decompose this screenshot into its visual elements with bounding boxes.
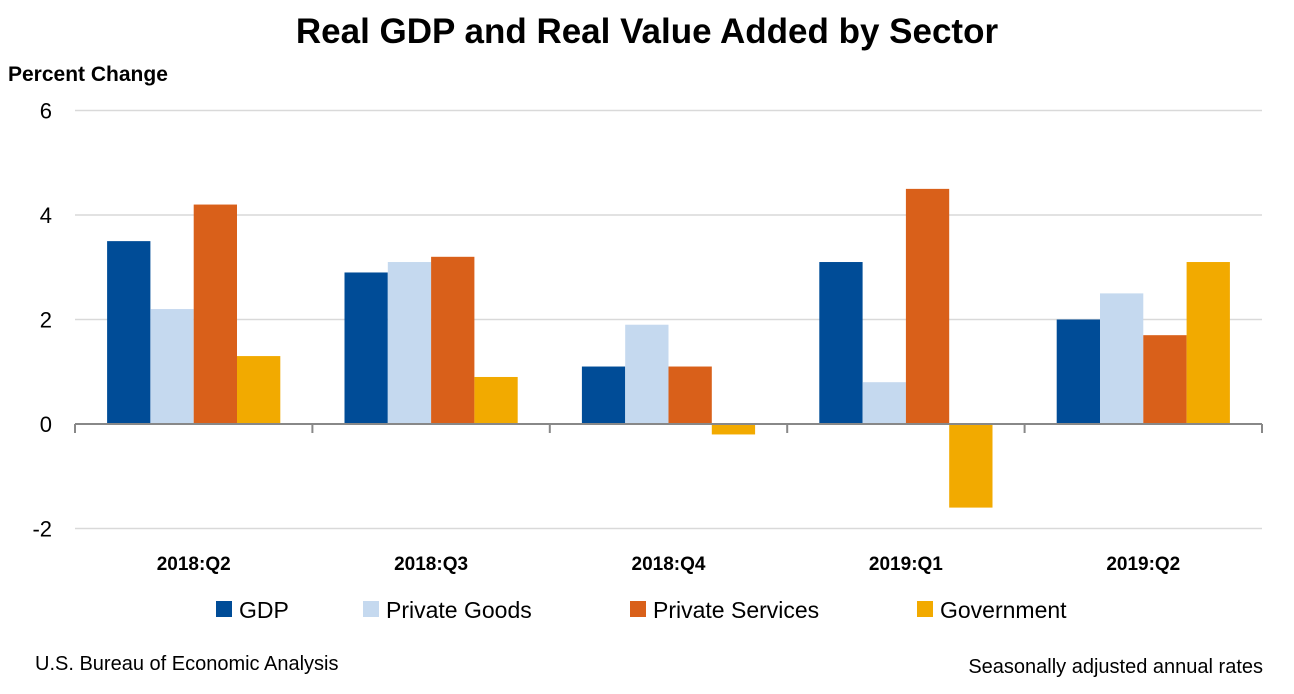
- bar-private-goods: [150, 309, 194, 424]
- y-tick-label: 0: [40, 412, 52, 437]
- legend-swatch-government: [917, 601, 933, 617]
- x-tick-label: 2018:Q4: [632, 554, 706, 575]
- bar-government: [711, 424, 756, 435]
- bar-private-services: [905, 188, 950, 424]
- bar-gdp: [344, 272, 388, 424]
- legend-label: GDP: [239, 597, 289, 623]
- legend-swatch-private-services: [630, 601, 646, 617]
- x-tick-label: 2019:Q1: [869, 554, 943, 575]
- bar-private-goods: [862, 382, 906, 424]
- bar-private-services: [668, 366, 712, 424]
- x-tick-label: 2018:Q3: [394, 554, 468, 575]
- bar-gdp: [581, 366, 626, 424]
- y-tick-label: 6: [40, 99, 52, 124]
- gridlines: [75, 109, 1262, 530]
- y-tick-label: -2: [32, 517, 52, 542]
- legend-label: Private Services: [653, 597, 819, 623]
- y-tick-label: 2: [40, 308, 52, 333]
- x-tick-labels: 2018:Q2 2018:Q3 2018:Q4 2019:Q1 2019:Q2: [157, 554, 1181, 575]
- bar-private-goods: [387, 262, 432, 424]
- rates-note: Seasonally adjusted annual rates: [968, 656, 1263, 678]
- bar-government: [949, 424, 993, 508]
- legend-label: Government: [940, 597, 1067, 623]
- y-tick-labels: 6 4 2 0 -2: [32, 99, 52, 542]
- y-axis-label: Percent Change: [8, 63, 168, 86]
- x-tick-label: 2019:Q2: [1106, 554, 1180, 575]
- bar-gdp: [107, 241, 151, 424]
- x-tick-label: 2018:Q2: [157, 554, 231, 575]
- bars: [107, 188, 1230, 508]
- legend: GDP Private Goods Private Services Governme…: [216, 597, 1067, 623]
- bar-private-services: [193, 204, 237, 424]
- bar-private-services: [431, 256, 475, 424]
- bar-government: [474, 376, 518, 424]
- source-note: U.S. Bureau of Economic Analysis: [35, 653, 338, 675]
- bar-gdp: [819, 262, 863, 424]
- legend-swatch-private-goods: [363, 601, 379, 617]
- chart-title: Real GDP and Real Value Added by Sector: [296, 12, 999, 51]
- y-tick-label: 4: [40, 203, 52, 228]
- x-axis: [74, 423, 1263, 433]
- legend-swatch-gdp: [216, 601, 232, 617]
- bar-gdp: [1056, 319, 1100, 424]
- bar-private-goods: [1100, 293, 1144, 424]
- bar-private-goods: [625, 324, 669, 424]
- bar-government: [1186, 262, 1230, 424]
- legend-label: Private Goods: [386, 597, 532, 623]
- bar-private-services: [1143, 335, 1187, 424]
- bar-government: [237, 356, 281, 424]
